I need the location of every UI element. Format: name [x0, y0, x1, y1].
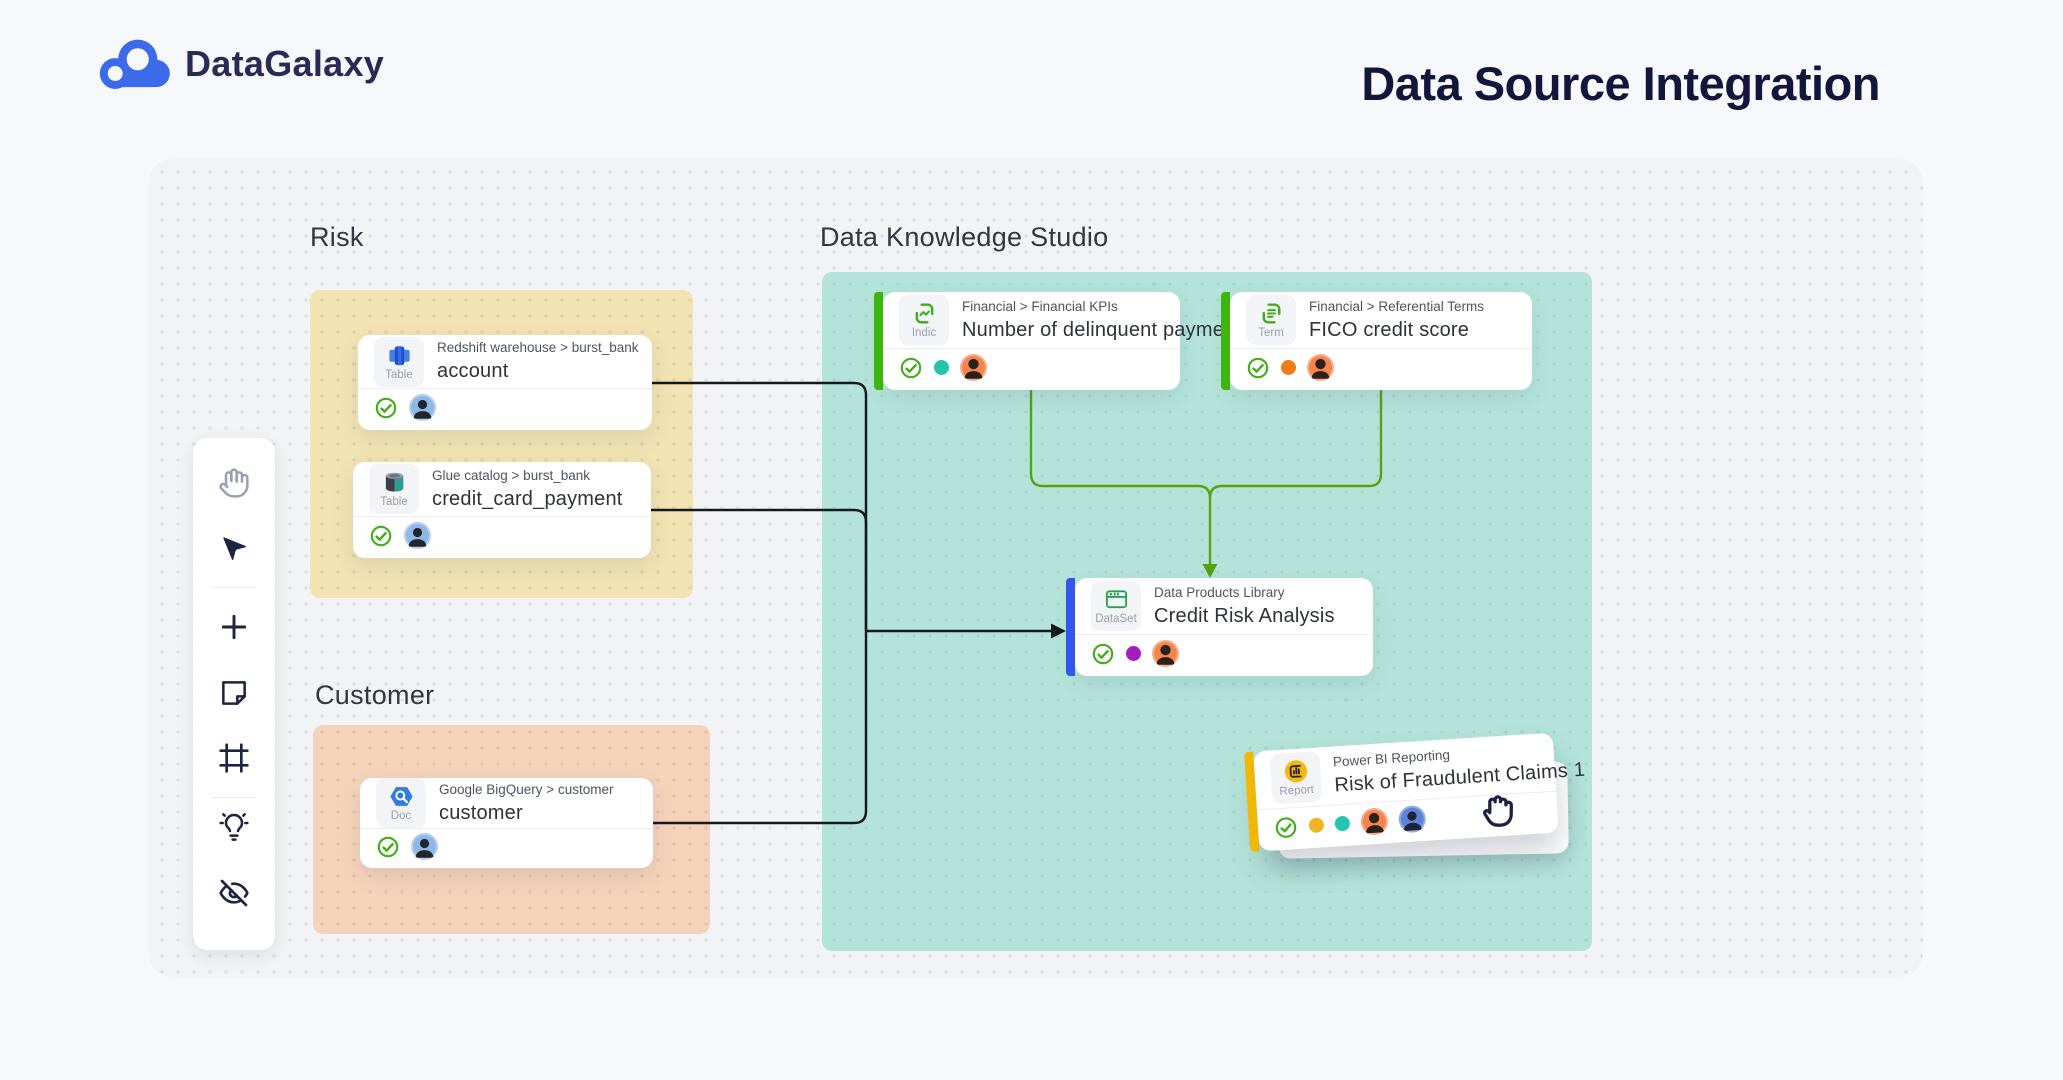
frame-icon — [219, 743, 249, 773]
avatar[interactable] — [1359, 807, 1389, 836]
breadcrumb: Data Products Library — [1154, 584, 1285, 600]
hand-icon — [219, 468, 249, 498]
bigquery-doc-icon — [389, 787, 413, 806]
select-tool-button[interactable] — [215, 529, 253, 567]
avatar[interactable] — [404, 522, 431, 549]
cursor-icon — [223, 537, 246, 560]
powerbi-report-icon — [1284, 760, 1307, 783]
entity-type-label: DataSet — [1095, 613, 1137, 625]
card-title: Number of delinquent payments — [962, 318, 1252, 341]
avatar[interactable] — [1152, 640, 1179, 667]
card-title: customer — [439, 801, 523, 824]
validated-check-icon — [900, 357, 922, 378]
group-label-data-knowledge-studio: Data Knowledge Studio — [820, 222, 1109, 252]
grab-cursor-icon — [1483, 795, 1513, 827]
indicator-icon — [915, 303, 933, 324]
node-card-fico-credit-score[interactable]: Term Financial > Referential Terms FICO … — [1221, 292, 1532, 390]
validated-check-icon — [377, 836, 399, 857]
validated-check-icon — [1247, 357, 1269, 378]
glue-table-icon — [385, 472, 403, 492]
entity-type-label: Term — [1258, 327, 1284, 339]
status-dot — [1308, 817, 1325, 834]
frame-tool-button[interactable] — [215, 739, 253, 777]
entity-type-tile: Indic — [899, 295, 949, 345]
whiteboard-canvas[interactable]: Risk Customer Data Knowledge Studio — [148, 158, 1923, 978]
node-card-credit-card-payment[interactable]: Table Glue catalog > burst_bank credit_c… — [353, 462, 651, 558]
entity-type-tile: Table — [369, 464, 419, 514]
node-card-delinquent-payments[interactable]: Indic Financial > Financial KPIs Number … — [874, 292, 1251, 390]
breadcrumb: Financial > Financial KPIs — [962, 298, 1118, 314]
entity-type-label: Indic — [911, 327, 937, 339]
plus-icon — [221, 614, 247, 640]
status-dot — [934, 360, 949, 375]
entity-type-label: Report — [1279, 783, 1315, 798]
entity-type-tile: DataSet — [1091, 581, 1141, 631]
card-accent-bar — [874, 292, 883, 390]
validated-check-icon — [1092, 643, 1114, 664]
status-dot — [1281, 360, 1296, 375]
status-dot — [1126, 646, 1141, 661]
entity-type-label: Table — [385, 368, 413, 381]
idea-tool-button[interactable] — [215, 808, 253, 846]
validated-check-icon — [375, 397, 397, 418]
entity-type-label: Doc — [390, 810, 412, 822]
card-title: account — [437, 360, 509, 382]
avatar[interactable] — [1397, 804, 1427, 834]
lightbulb-icon — [219, 813, 249, 841]
add-tool-button[interactable] — [215, 608, 253, 646]
breadcrumb: Glue catalog > burst_bank — [432, 467, 590, 483]
toolbar-divider — [212, 797, 256, 798]
card-accent-bar — [1221, 292, 1230, 390]
node-card-customer[interactable]: Doc Google BigQuery > customer customer — [360, 778, 653, 868]
avatar[interactable] — [409, 394, 436, 421]
canvas-toolbar — [193, 438, 275, 950]
redshift-table-icon — [388, 345, 410, 365]
entity-type-tile: Doc — [376, 778, 426, 828]
card-title: credit_card_payment — [432, 487, 623, 510]
note-tool-button[interactable] — [215, 674, 253, 712]
node-card-risk-of-fraudulent-claims[interactable]: Report Power BI Reporting Risk of Fraudu… — [1244, 732, 1586, 852]
toolbar-divider — [212, 587, 256, 588]
card-title: FICO credit score — [1309, 318, 1470, 341]
avatar[interactable] — [411, 833, 438, 860]
group-label-risk: Risk — [310, 222, 364, 252]
breadcrumb: Redshift warehouse > burst_bank — [437, 340, 639, 355]
term-icon — [1262, 303, 1280, 324]
avatar[interactable] — [960, 354, 987, 381]
node-card-credit-risk-analysis[interactable]: DataSet Data Products Library Credit Ris… — [1066, 578, 1373, 676]
breadcrumb: Google BigQuery > customer — [439, 781, 614, 797]
avatar[interactable] — [1307, 354, 1334, 381]
group-label-customer: Customer — [315, 680, 435, 710]
note-icon — [222, 681, 246, 705]
dataset-icon — [1105, 590, 1127, 609]
entity-type-tile: Term — [1246, 295, 1296, 345]
brand-name: DataGalaxy — [185, 43, 385, 84]
entity-type-tile: Table — [374, 336, 424, 387]
hand-tool-button[interactable] — [215, 464, 253, 502]
eye-off-icon — [219, 879, 249, 907]
entity-type-label: Table — [380, 496, 408, 508]
card-title: Credit Risk Analysis — [1154, 604, 1335, 627]
validated-check-icon — [1275, 816, 1297, 838]
node-card-account[interactable]: Table Redshift warehouse > burst_bank ac… — [358, 335, 652, 430]
cloud-logo-icon — [99, 39, 170, 89]
breadcrumb: Financial > Referential Terms — [1309, 298, 1484, 314]
validated-check-icon — [370, 525, 392, 546]
card-accent-bar — [1066, 578, 1075, 676]
status-dot — [1334, 815, 1351, 832]
datagalaxy-logo: DataGalaxy — [95, 36, 384, 92]
entity-type-tile: Report — [1269, 751, 1323, 805]
hide-tool-button[interactable] — [215, 874, 253, 912]
page-title: Data Source Integration — [1361, 57, 1880, 110]
